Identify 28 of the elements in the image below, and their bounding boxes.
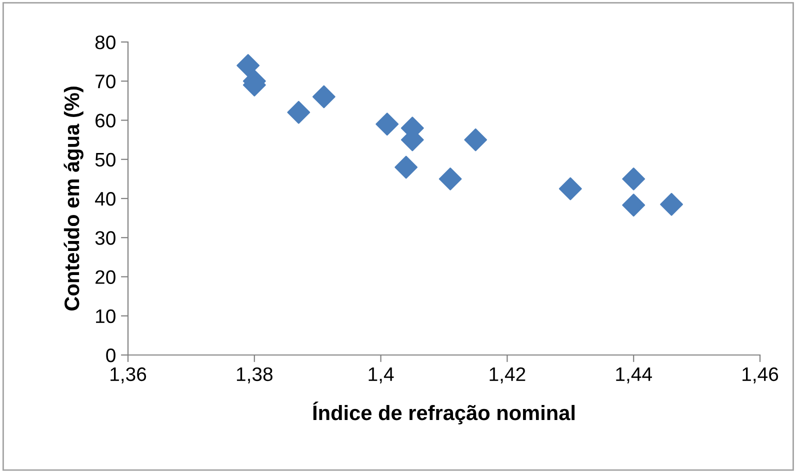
point bbox=[558, 177, 582, 200]
y-tick-label: 70 bbox=[96, 74, 116, 88]
y-tick-label: 10 bbox=[96, 309, 116, 324]
point bbox=[236, 54, 260, 77]
point bbox=[464, 128, 488, 152]
x-tick-label: 1,38 bbox=[236, 367, 272, 384]
y-tick-label: 60 bbox=[96, 114, 116, 128]
point bbox=[438, 167, 462, 190]
x-tick-label: 1,36 bbox=[110, 367, 146, 384]
point bbox=[287, 100, 310, 124]
x-axis-title: Índice de refração nominal bbox=[313, 402, 575, 424]
y-axis-title: Conteúdo em água (%) bbox=[64, 86, 84, 310]
x-tick-label: 1,46 bbox=[742, 367, 778, 384]
y-tick-label: 20 bbox=[96, 270, 116, 284]
y-tick-label: 0 bbox=[106, 348, 116, 362]
y-tick-label: 80 bbox=[95, 35, 116, 50]
point bbox=[622, 194, 646, 217]
point bbox=[394, 156, 418, 179]
y-tick-label: 40 bbox=[95, 192, 116, 206]
x-tick-label: 1,42 bbox=[490, 367, 526, 384]
x-tick-label: 1,4 bbox=[368, 368, 394, 384]
y-tick-label: 30 bbox=[95, 231, 116, 245]
point bbox=[660, 192, 683, 216]
point bbox=[312, 85, 336, 108]
point bbox=[622, 167, 646, 190]
point bbox=[376, 112, 399, 136]
y-tick-label: 50 bbox=[95, 152, 116, 167]
x-tick-label: 1,44 bbox=[616, 368, 652, 384]
